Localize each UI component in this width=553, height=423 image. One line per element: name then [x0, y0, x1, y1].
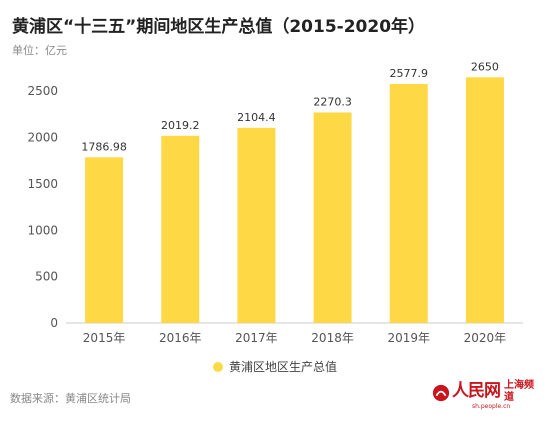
logo-mark-icon	[432, 384, 450, 402]
x-tick-label: 2018年	[311, 331, 354, 345]
bar-2018年	[313, 112, 352, 324]
y-tick-label: 500	[35, 270, 58, 284]
x-tick-label: 2019年	[387, 331, 430, 345]
data-labels-group: 1786.98 2019.2 2104.4 2270.3 2577.9 2650	[81, 60, 499, 153]
y-tick-label: 0	[50, 316, 58, 330]
logo-url: sh.people.cn	[472, 403, 511, 410]
x-tick-label: 2017年	[235, 331, 278, 345]
data-label: 2019.2	[161, 119, 200, 132]
y-axis-ticks: 0 500 1000 1500 2000 2500	[27, 84, 58, 330]
bar-2019年	[389, 83, 428, 323]
legend: 黄浦区地区生产总值	[213, 358, 337, 375]
logo-channel: 上海频道	[504, 380, 534, 403]
y-tick-label: 1500	[27, 177, 58, 191]
legend-swatch	[213, 361, 223, 372]
bar-2016年	[161, 135, 200, 323]
data-source: 数据来源：黄浦区统计局	[10, 392, 131, 405]
legend-label: 黄浦区地区生产总值	[229, 360, 338, 374]
chart-title: 黄浦区“十三五”期间地区生产总值（2015-2020年）	[12, 17, 426, 37]
bar-2020年	[465, 77, 504, 323]
bar-2017年	[237, 127, 276, 323]
x-axis-ticks: 2015年 2016年 2017年 2018年 2019年 2020年	[83, 331, 506, 345]
bar-chart: 0 500 1000 1500 2000 2500 1786.98 2019.2 2104.4…	[27, 60, 523, 345]
data-label: 2270.3	[313, 95, 352, 108]
y-tick-label: 1000	[27, 223, 58, 237]
logo-name: 人民网	[452, 381, 501, 401]
logo-sub: 上海频道	[504, 380, 534, 404]
y-tick-label: 2000	[27, 131, 58, 145]
x-tick-label: 2015年	[83, 331, 126, 345]
data-label: 2577.9	[390, 67, 429, 80]
bar-2015年	[85, 157, 124, 323]
x-tick-label: 2020年	[464, 331, 507, 345]
people-daily-logo: 人民网 上海频道 sh.people.cn	[432, 380, 534, 410]
x-tick-label: 2016年	[159, 331, 202, 345]
data-label: 2104.4	[237, 111, 276, 124]
data-label: 1786.98	[81, 140, 127, 153]
unit-label: 单位：亿元	[12, 44, 67, 57]
y-tick-label: 2500	[27, 84, 58, 98]
bars-group	[85, 77, 504, 324]
data-label: 2650	[471, 60, 499, 73]
